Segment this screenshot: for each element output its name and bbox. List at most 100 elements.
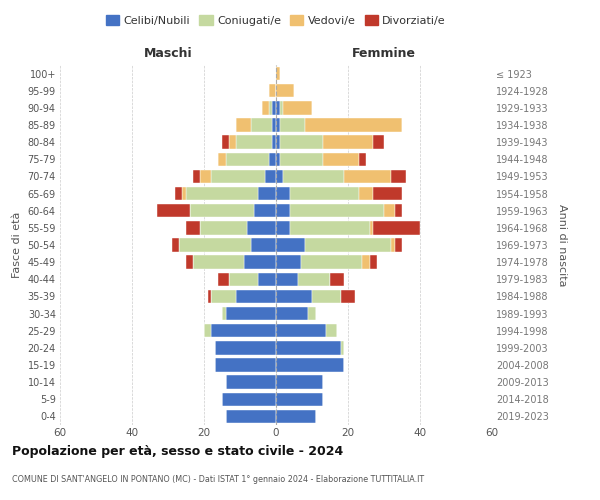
Bar bbox=[276, 410, 316, 423]
Bar bbox=[276, 238, 305, 252]
Bar bbox=[193, 256, 244, 269]
Bar bbox=[157, 204, 190, 218]
Bar bbox=[215, 341, 276, 354]
Bar bbox=[370, 221, 373, 234]
Bar bbox=[305, 118, 402, 132]
Bar bbox=[269, 101, 272, 114]
Bar bbox=[280, 152, 323, 166]
Bar bbox=[204, 324, 211, 338]
Bar bbox=[276, 67, 280, 80]
Bar bbox=[186, 256, 193, 269]
Bar bbox=[276, 84, 294, 98]
Bar bbox=[193, 170, 200, 183]
Bar bbox=[182, 187, 186, 200]
Bar bbox=[172, 238, 179, 252]
Bar bbox=[190, 204, 254, 218]
Bar bbox=[200, 221, 247, 234]
Bar bbox=[276, 376, 323, 389]
Bar bbox=[262, 101, 269, 114]
Bar bbox=[218, 152, 226, 166]
Bar bbox=[276, 358, 344, 372]
Bar bbox=[305, 238, 391, 252]
Bar bbox=[276, 324, 326, 338]
Bar bbox=[391, 170, 406, 183]
Bar bbox=[373, 221, 420, 234]
Bar bbox=[330, 272, 344, 286]
Bar bbox=[265, 170, 276, 183]
Bar bbox=[222, 307, 226, 320]
Bar bbox=[211, 324, 276, 338]
Bar bbox=[258, 272, 276, 286]
Bar bbox=[236, 118, 251, 132]
Bar bbox=[251, 238, 276, 252]
Bar bbox=[395, 204, 402, 218]
Bar bbox=[276, 256, 301, 269]
Bar bbox=[312, 290, 341, 303]
Bar bbox=[208, 290, 211, 303]
Bar bbox=[276, 392, 323, 406]
Bar bbox=[276, 152, 280, 166]
Bar bbox=[229, 272, 258, 286]
Bar bbox=[280, 136, 323, 149]
Bar bbox=[276, 187, 290, 200]
Bar bbox=[276, 272, 298, 286]
Bar bbox=[258, 187, 276, 200]
Bar bbox=[226, 410, 276, 423]
Bar bbox=[179, 238, 251, 252]
Text: Femmine: Femmine bbox=[352, 47, 416, 60]
Bar bbox=[323, 136, 373, 149]
Bar bbox=[222, 392, 276, 406]
Bar bbox=[218, 272, 229, 286]
Bar bbox=[359, 152, 366, 166]
Bar bbox=[276, 307, 308, 320]
Text: Maschi: Maschi bbox=[143, 47, 193, 60]
Bar bbox=[226, 307, 276, 320]
Bar bbox=[391, 238, 395, 252]
Bar bbox=[222, 136, 229, 149]
Bar bbox=[272, 136, 276, 149]
Bar bbox=[280, 118, 305, 132]
Text: COMUNE DI SANT'ANGELO IN PONTANO (MC) - Dati ISTAT 1° gennaio 2024 - Elaborazion: COMUNE DI SANT'ANGELO IN PONTANO (MC) - … bbox=[12, 475, 424, 484]
Bar bbox=[359, 187, 373, 200]
Bar bbox=[373, 136, 384, 149]
Legend: Celibi/Nubili, Coniugati/e, Vedovi/e, Divorziati/e: Celibi/Nubili, Coniugati/e, Vedovi/e, Di… bbox=[101, 10, 451, 30]
Bar bbox=[226, 152, 269, 166]
Bar bbox=[276, 118, 280, 132]
Bar bbox=[344, 170, 391, 183]
Bar bbox=[236, 290, 276, 303]
Y-axis label: Anni di nascita: Anni di nascita bbox=[557, 204, 568, 286]
Bar bbox=[226, 376, 276, 389]
Bar bbox=[215, 358, 276, 372]
Bar bbox=[186, 221, 200, 234]
Bar bbox=[341, 341, 344, 354]
Bar bbox=[323, 152, 359, 166]
Bar bbox=[290, 221, 370, 234]
Bar bbox=[272, 101, 276, 114]
Bar bbox=[276, 221, 290, 234]
Bar bbox=[370, 256, 377, 269]
Bar bbox=[251, 118, 272, 132]
Bar bbox=[211, 170, 265, 183]
Bar bbox=[298, 272, 330, 286]
Bar bbox=[200, 170, 211, 183]
Bar bbox=[326, 324, 337, 338]
Bar bbox=[269, 84, 276, 98]
Bar bbox=[276, 136, 280, 149]
Bar bbox=[211, 290, 236, 303]
Bar bbox=[301, 256, 362, 269]
Bar bbox=[341, 290, 355, 303]
Bar bbox=[308, 307, 316, 320]
Bar bbox=[272, 118, 276, 132]
Text: Popolazione per età, sesso e stato civile - 2024: Popolazione per età, sesso e stato civil… bbox=[12, 445, 343, 458]
Bar bbox=[280, 101, 283, 114]
Bar bbox=[362, 256, 370, 269]
Bar bbox=[283, 170, 344, 183]
Bar bbox=[276, 204, 290, 218]
Bar bbox=[175, 187, 182, 200]
Bar bbox=[395, 238, 402, 252]
Bar bbox=[290, 187, 359, 200]
Bar bbox=[276, 341, 341, 354]
Bar bbox=[276, 101, 280, 114]
Bar bbox=[384, 204, 395, 218]
Bar bbox=[373, 187, 402, 200]
